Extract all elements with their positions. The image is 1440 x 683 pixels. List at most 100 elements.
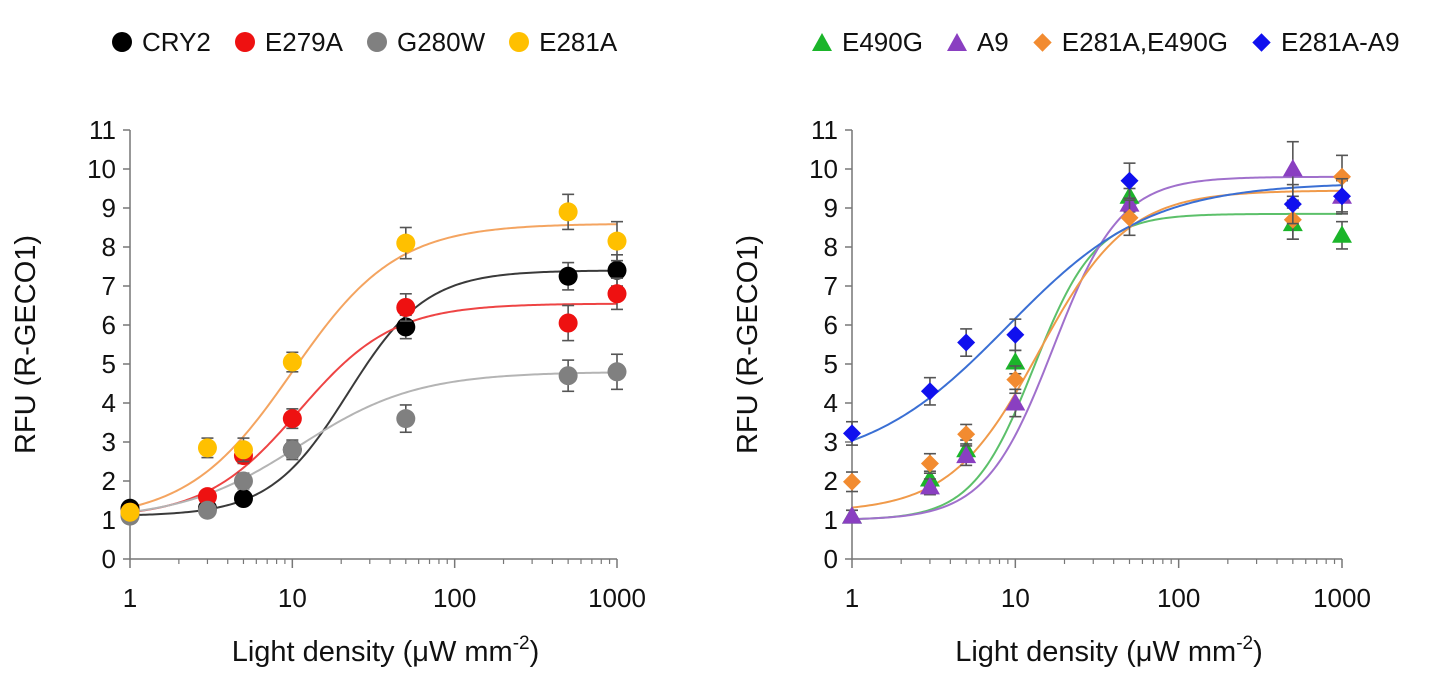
data-point-e279a bbox=[282, 409, 302, 429]
data-point-g280w bbox=[282, 440, 302, 460]
legend-item-e281a-a9: E281A-A9 bbox=[1252, 27, 1400, 58]
y-tick-label: 11 bbox=[89, 115, 116, 145]
x-axis-label: Light density (μW mm-2) bbox=[232, 633, 540, 668]
data-point-a9 bbox=[919, 476, 940, 495]
y-tick-label: 10 bbox=[87, 154, 116, 184]
x-axis-label: Light density (μW mm-2) bbox=[955, 633, 1263, 668]
data-point-e281a bbox=[607, 231, 627, 251]
data-point-e281a bbox=[558, 202, 578, 222]
data-point-e281a bbox=[197, 438, 217, 458]
legend-marker-triangle-icon bbox=[812, 33, 832, 51]
y-tick-label: 3 bbox=[824, 427, 838, 457]
legend-label: CRY2 bbox=[142, 26, 211, 57]
series-e490g bbox=[842, 179, 1352, 524]
y-tick-label: 6 bbox=[824, 310, 838, 340]
data-point-g280w bbox=[233, 471, 253, 491]
y-tick-label: 3 bbox=[102, 427, 116, 457]
x-tick-label: 100 bbox=[1157, 583, 1200, 613]
x-tick-label: 1 bbox=[845, 583, 859, 613]
data-point-a9 bbox=[956, 445, 977, 464]
y-tick-label: 11 bbox=[811, 115, 838, 145]
y-tick-label: 1 bbox=[102, 505, 116, 535]
y-tick-label: 2 bbox=[102, 466, 116, 496]
data-point-e281a-a9 bbox=[843, 424, 861, 443]
data-point-e281a bbox=[233, 440, 253, 460]
legend-item-cry2: CRY2 bbox=[112, 27, 211, 58]
data-point-g280w bbox=[558, 366, 578, 386]
data-point-g280w bbox=[607, 362, 627, 382]
data-point-e281a bbox=[120, 502, 140, 522]
y-tick-label: 0 bbox=[824, 544, 838, 574]
data-point-cry2 bbox=[233, 489, 253, 509]
fit-curve-a9 bbox=[851, 175, 1342, 521]
legend-label: G280W bbox=[396, 26, 486, 57]
data-point-e281a-a9 bbox=[1283, 195, 1302, 214]
data-point-e281a-e490g bbox=[1006, 370, 1025, 389]
data-point-e281a-a9 bbox=[1333, 187, 1351, 206]
legend-marker-circle-icon bbox=[366, 32, 387, 52]
legend-label: E281A-A9 bbox=[1281, 26, 1400, 57]
y-tick-label: 9 bbox=[824, 193, 838, 223]
data-point-e281a bbox=[282, 352, 302, 372]
y-axis-label: RFU (R-GECO1) bbox=[732, 235, 764, 454]
data-point-cry2 bbox=[396, 317, 416, 337]
legend-marker-circle-icon bbox=[234, 32, 255, 52]
y-tick-label: 9 bbox=[102, 193, 116, 223]
series-e281a-a9 bbox=[843, 162, 1351, 446]
y-tick-label: 4 bbox=[102, 388, 116, 418]
legend-marker-triangle-icon bbox=[946, 33, 967, 51]
data-point-e281a-e490g bbox=[843, 472, 861, 491]
data-point-e279a bbox=[396, 297, 416, 317]
y-tick-label: 0 bbox=[102, 544, 116, 574]
y-tick-label: 4 bbox=[824, 388, 838, 418]
data-point-e279a bbox=[607, 284, 627, 304]
series-g280w bbox=[120, 353, 627, 526]
data-point-e281a-a9 bbox=[1120, 171, 1139, 190]
legend-item-e279a: E279A bbox=[234, 26, 343, 58]
data-point-a9 bbox=[1005, 393, 1026, 411]
data-point-cry2 bbox=[558, 266, 578, 286]
data-point-e281a-e490g bbox=[1120, 208, 1139, 227]
y-tick-label: 7 bbox=[102, 271, 116, 301]
data-point-a9 bbox=[842, 506, 862, 524]
y-axis-label: RFU (R-GECO1) bbox=[10, 235, 42, 454]
series-e279a bbox=[120, 277, 627, 522]
legend-label: E490G bbox=[842, 26, 923, 57]
series-e281a bbox=[120, 193, 627, 522]
data-point-e281a-e490g bbox=[920, 454, 939, 473]
legend-label: E279A bbox=[264, 26, 343, 57]
y-tick-label: 1 bbox=[824, 505, 838, 535]
legend-item-e490g: E490G bbox=[812, 27, 923, 58]
legend-marker-circle-icon bbox=[112, 32, 132, 52]
fit-curve-e281a-a9 bbox=[851, 184, 1343, 442]
legend-left: CRY2 E279A G280W E281A bbox=[112, 22, 617, 62]
x-tick-label: 10 bbox=[278, 583, 307, 613]
legend-item-e281a: E281A bbox=[509, 27, 617, 58]
y-tick-label: 6 bbox=[102, 310, 116, 340]
legend-marker-circle-icon bbox=[509, 32, 530, 52]
data-point-e281a-a9 bbox=[920, 382, 939, 401]
fit-curve-cry2 bbox=[129, 269, 618, 517]
data-point-e281a-a9 bbox=[957, 333, 976, 352]
legend-label: A9 bbox=[976, 26, 1009, 57]
y-tick-label: 7 bbox=[824, 271, 838, 301]
data-point-e279a bbox=[197, 487, 217, 507]
series-e281a-e490g bbox=[843, 154, 1351, 493]
y-tick-label: 8 bbox=[824, 232, 838, 262]
y-tick-label: 5 bbox=[824, 349, 838, 379]
y-tick-label: 10 bbox=[809, 154, 838, 184]
legend-item-g280w: G280W bbox=[366, 26, 486, 58]
data-point-e281a-e490g bbox=[957, 425, 976, 444]
data-point-cry2 bbox=[607, 260, 627, 280]
legend-item-e281a-e490g: E281A,E490G bbox=[1033, 27, 1228, 58]
legend-label: E281A bbox=[539, 26, 618, 57]
legend-right: E490G A9 E281A,E490G E281A-A9 bbox=[812, 22, 1400, 62]
data-point-g280w bbox=[396, 409, 416, 429]
legend-label: E281A,E490G bbox=[1061, 26, 1228, 57]
data-point-e281a-e490g bbox=[1333, 167, 1351, 186]
data-point-e281a bbox=[396, 233, 416, 253]
data-point-e281a-a9 bbox=[1006, 325, 1025, 344]
